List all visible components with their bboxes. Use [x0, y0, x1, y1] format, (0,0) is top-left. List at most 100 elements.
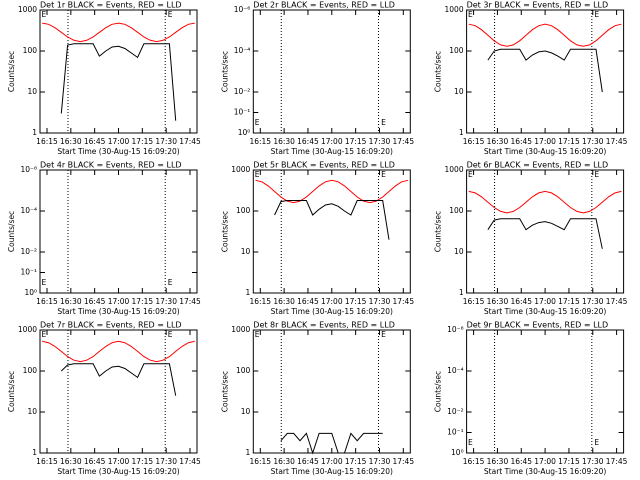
chart-title: Det 1r BLACK = Events, RED = LLD — [40, 1, 182, 10]
event-marker: E — [381, 170, 386, 179]
x-tick-label: 17:30 — [369, 297, 391, 306]
x-axis-label: Start Time (30-Aug-15 16:09:20) — [484, 467, 606, 476]
y-axis-label: Counts/sec — [7, 211, 16, 252]
x-axis-label: Start Time (30-Aug-15 16:09:20) — [271, 467, 393, 476]
y-tick-label: 1 — [246, 448, 251, 457]
y-tick-label: 100 — [449, 46, 464, 55]
x-tick-label: 17:15 — [132, 137, 154, 146]
x-tick-label: 16:30 — [60, 457, 82, 466]
y-axis-label: Counts/sec — [434, 371, 443, 412]
x-tick-label: 16:30 — [487, 137, 509, 146]
y-axis-label: Counts/sec — [220, 371, 229, 412]
x-tick-label: 16:15 — [36, 457, 58, 466]
plot-frame — [466, 329, 625, 454]
x-tick-label: 17:00 — [321, 137, 343, 146]
series-line — [487, 48, 603, 93]
y-tick-label: 1 — [246, 288, 251, 297]
event-marker: E — [594, 438, 599, 447]
event-marker: E — [468, 438, 473, 447]
plot-frame — [39, 9, 198, 134]
x-tick-label: 17:00 — [108, 457, 130, 466]
y-tick-label: 10 — [241, 247, 251, 256]
y-tick-label: 1000 — [231, 325, 250, 334]
x-tick-label: 16:45 — [84, 457, 106, 466]
y-tick-label: 100 — [236, 206, 251, 215]
y-tick-label: 10⁻² — [234, 87, 251, 96]
x-tick-label: 17:45 — [606, 297, 628, 306]
x-axis-label: Start Time (30-Aug-15 16:09:20) — [57, 307, 179, 316]
x-tick-label: 16:45 — [297, 457, 319, 466]
x-tick-label: 17:15 — [132, 457, 154, 466]
plot-frame — [39, 169, 198, 294]
x-tick-label: 17:00 — [534, 297, 556, 306]
x-tick-label: 17:00 — [108, 137, 130, 146]
y-tick-label: 10⁻⁴ — [447, 366, 464, 375]
x-tick-label: 17:15 — [132, 297, 154, 306]
x-tick-label: 16:15 — [249, 297, 271, 306]
chart-title: Det 8r BLACK = Events, RED = LLD — [253, 321, 395, 330]
event-marker: E — [594, 170, 599, 179]
plot-frame — [466, 169, 625, 294]
chart-title: Det 2r BLACK = Events, RED = LLD — [253, 1, 395, 10]
x-axis-label: Start Time (30-Aug-15 16:09:20) — [57, 467, 179, 476]
x-tick-label: 16:30 — [273, 297, 295, 306]
series-line — [42, 22, 195, 43]
x-tick-label: 16:15 — [463, 457, 485, 466]
y-tick-label: 10⁰ — [451, 448, 464, 457]
event-marker: E — [468, 170, 473, 179]
event-marker: E — [594, 10, 599, 19]
x-tick-label: 16:15 — [463, 297, 485, 306]
x-tick-label: 17:30 — [582, 137, 604, 146]
x-tick-label: 16:45 — [84, 137, 106, 146]
series-line — [468, 190, 622, 214]
y-tick-label: 1000 — [18, 325, 37, 334]
chart-title: Det 5r BLACK = Events, RED = LLD — [253, 161, 395, 170]
series-line — [255, 179, 409, 204]
x-tick-label: 17:15 — [345, 137, 367, 146]
y-tick-label: 10 — [241, 407, 251, 416]
y-tick-label: 10⁻¹ — [234, 108, 251, 117]
y-tick-label: 100 — [23, 46, 38, 55]
y-tick-label: 10⁻⁶ — [447, 325, 464, 334]
x-tick-label: 17:45 — [606, 457, 628, 466]
series-line — [274, 200, 390, 240]
y-tick-label: 10⁻⁶ — [20, 165, 37, 174]
y-tick-label: 10⁻⁴ — [20, 206, 37, 215]
x-tick-label: 16:30 — [487, 297, 509, 306]
x-tick-label: 17:00 — [108, 297, 130, 306]
x-tick-label: 16:45 — [297, 297, 319, 306]
x-tick-label: 17:45 — [392, 297, 414, 306]
x-tick-label: 16:15 — [249, 457, 271, 466]
series-line — [60, 43, 177, 121]
x-tick-label: 17:15 — [345, 297, 367, 306]
y-tick-label: 10⁰ — [24, 288, 37, 297]
x-axis-label: Start Time (30-Aug-15 16:09:20) — [57, 147, 179, 156]
y-axis-label: Counts/sec — [7, 371, 16, 412]
event-marker: E — [468, 10, 473, 19]
x-axis-label: Start Time (30-Aug-15 16:09:20) — [484, 147, 606, 156]
x-tick-label: 17:30 — [155, 137, 177, 146]
x-axis-label: Start Time (30-Aug-15 16:09:20) — [484, 307, 606, 316]
chart-title: Det 7r BLACK = Events, RED = LLD — [40, 321, 182, 330]
x-tick-label: 17:15 — [558, 137, 580, 146]
x-tick-label: 16:30 — [273, 457, 295, 466]
y-tick-label: 10 — [454, 247, 464, 256]
y-tick-label: 10⁻² — [20, 247, 37, 256]
chart-title: Det 9r BLACK = Events, RED = LLD — [467, 321, 609, 330]
y-tick-label: 1 — [459, 128, 464, 137]
x-tick-label: 17:45 — [179, 297, 201, 306]
y-tick-label: 10⁻⁴ — [234, 46, 251, 55]
y-tick-label: 1 — [32, 448, 37, 457]
x-tick-label: 16:45 — [510, 297, 532, 306]
y-axis-label: Counts/sec — [434, 51, 443, 92]
x-tick-label: 17:00 — [321, 457, 343, 466]
y-tick-label: 10⁻¹ — [20, 268, 37, 277]
event-marker: E — [41, 10, 46, 19]
y-tick-label: 1000 — [231, 165, 250, 174]
x-tick-label: 17:15 — [345, 457, 367, 466]
x-axis-label: Start Time (30-Aug-15 16:09:20) — [271, 307, 393, 316]
y-tick-label: 1 — [459, 288, 464, 297]
x-tick-label: 16:30 — [273, 137, 295, 146]
plot-frame — [466, 9, 625, 134]
